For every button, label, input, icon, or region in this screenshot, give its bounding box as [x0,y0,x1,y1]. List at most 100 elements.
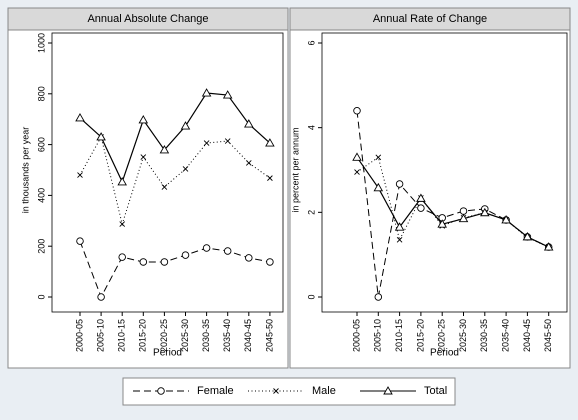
series-line [79,240,270,299]
x-tick-label: 2000-05 [351,319,361,352]
x-tick-label: 2005-10 [373,319,383,352]
marker [118,253,126,261]
y-tick-label: 6 [306,40,316,45]
x-tick-label: 2030-35 [479,319,489,352]
series-line [79,135,271,226]
y-tick-label: 0 [306,294,316,299]
panel [289,7,571,369]
y-tick-label: 0 [36,294,46,299]
marker [383,386,393,395]
plot-area [321,32,568,313]
x-tick-label: 2010-15 [117,319,127,352]
series-line [79,92,271,184]
x-tick-label: 2000-05 [74,319,84,352]
y-tick-label: 1000 [36,33,46,53]
marker [394,222,405,231]
marker [182,166,189,172]
y-tick-label: 4 [306,125,316,130]
y-tick-label: 400 [36,188,46,203]
x-tick-label: 2015-20 [138,319,148,352]
y-tick-label: 200 [36,239,46,254]
panel-header [7,7,289,31]
marker [395,180,404,188]
marker [375,154,382,161]
x-tick-label: 2045-50 [264,319,274,352]
marker [373,182,384,192]
marker [223,247,232,255]
marker [245,254,253,262]
marker [201,88,212,97]
marker [180,121,191,130]
marker [138,115,149,124]
marker [501,215,511,224]
marker [353,106,361,115]
marker [244,119,254,128]
legend-label: Total [424,385,447,397]
marker [159,145,170,154]
plot-area [51,32,284,313]
series-line [356,110,549,298]
marker [181,251,190,259]
marker [480,207,490,217]
marker [157,387,165,395]
x-tick-label: 2030-35 [201,319,211,352]
marker [96,132,106,141]
marker [140,154,147,160]
legend-label: Male [312,385,336,397]
marker [354,169,360,175]
marker [77,172,83,178]
panel-header [289,7,571,31]
x-tick-label: 2045-50 [543,319,553,352]
marker [119,221,126,227]
marker [161,184,168,190]
series-line [356,156,549,248]
marker [273,388,279,394]
marker [97,293,105,301]
x-tick-label: 2020-25 [159,319,169,352]
y-tick-label: 800 [36,86,46,101]
marker [224,138,231,144]
marker [265,138,275,147]
x-tick-label: 2010-15 [394,319,404,352]
y-tick-label: 600 [36,137,46,152]
marker [543,242,554,251]
marker [417,204,425,212]
marker [437,219,447,228]
x-tick-label: 2020-25 [437,319,447,352]
y-axis-label: in thousands per year [20,127,30,214]
marker [267,175,273,181]
marker [352,152,362,161]
marker [374,293,383,301]
x-tick-label: 2015-20 [415,319,425,352]
x-tick-label: 2040-45 [522,319,532,352]
x-tick-label: 2025-30 [458,319,468,352]
marker [75,113,85,122]
marker [160,258,169,266]
x-axis-label: Period [430,348,459,359]
marker [416,193,426,202]
marker [76,237,84,245]
marker [117,177,127,186]
x-tick-label: 2035-40 [222,319,232,352]
y-tick-label: 2 [306,210,316,215]
marker [245,160,252,166]
x-axis-label: Period [153,348,182,359]
panel-title: Annual Absolute Change [87,13,208,25]
x-tick-label: 2035-40 [500,319,510,352]
marker [139,258,148,266]
x-tick-label: 2040-45 [243,319,253,352]
x-tick-label: 2025-30 [180,319,190,352]
marker [396,237,403,243]
marker [458,213,469,223]
marker [202,244,211,252]
marker [222,90,233,99]
marker [266,258,274,266]
x-tick-label: 2005-10 [95,319,105,352]
panel-title: Annual Rate of Change [373,13,487,25]
marker [203,140,210,146]
marker [522,231,533,241]
y-axis-label: in percent per annum [290,127,300,212]
legend-label: Female [197,385,234,397]
